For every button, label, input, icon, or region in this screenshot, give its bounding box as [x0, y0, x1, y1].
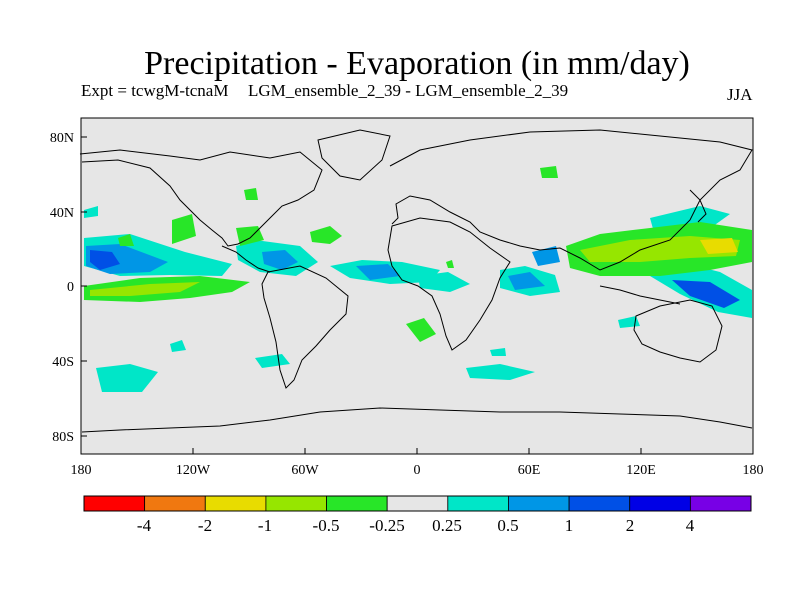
- coastline-south-america: [261, 265, 349, 389]
- contour-region: [446, 260, 454, 268]
- coastline-antarctica: [81, 407, 753, 433]
- colorbar-box: [326, 495, 388, 512]
- contour-region: [490, 348, 506, 356]
- coastline-central-america: [221, 245, 271, 273]
- lon-label-120e: 120E: [626, 463, 656, 478]
- contour-region: [262, 250, 298, 270]
- coastline-north-america: [79, 149, 323, 247]
- contour-region: [96, 364, 158, 392]
- coastline-africa: [387, 217, 511, 351]
- lat-label-40s: 40S: [52, 355, 74, 370]
- lon-label-0: 0: [414, 463, 421, 478]
- coastlines: [79, 129, 753, 433]
- colorbar-box: [568, 495, 631, 512]
- lat-label-40n: 40N: [50, 206, 74, 221]
- colorbar-label: -0.5: [313, 516, 340, 535]
- coastline-eurasia: [389, 129, 753, 271]
- colorbar-box: [386, 495, 449, 512]
- colorbar-label: 0.5: [497, 516, 518, 535]
- colorbar-box: [508, 495, 570, 512]
- contour-region: [672, 280, 740, 308]
- contour-region: [84, 206, 98, 218]
- contour-region: [508, 272, 545, 290]
- lon-label-180-right: 180: [743, 463, 764, 478]
- coastline-greenland: [317, 129, 391, 181]
- contour-region: [90, 282, 200, 296]
- ensemble-label: LGM_ensemble_2_39 - LGM_ensemble_2_39: [248, 81, 569, 100]
- colorbar-label: -4: [137, 516, 152, 535]
- contour-region: [700, 238, 738, 254]
- contour-region: [580, 236, 740, 262]
- coastline-japan: [689, 189, 707, 223]
- contour-region: [532, 246, 560, 266]
- lon-label-60w: 60W: [291, 463, 319, 478]
- colorbar-box: [447, 495, 509, 512]
- colorbar-label: -2: [198, 516, 212, 535]
- coastline-indonesia: [599, 285, 681, 305]
- plot-title: Precipitation - Evaporation (in mm/day): [144, 45, 690, 82]
- contour-region: [540, 166, 558, 178]
- contour-region: [466, 364, 535, 380]
- contour-region: [356, 264, 400, 280]
- season-label: JJA: [727, 85, 753, 104]
- colorbar-label: 1: [565, 516, 574, 535]
- lat-label-80n: 80N: [50, 131, 74, 146]
- contour-region: [310, 226, 342, 244]
- contour-region: [255, 354, 290, 368]
- lon-label-60e: 60E: [518, 463, 541, 478]
- coastline-australia: [633, 299, 723, 363]
- axis-ticks: [81, 136, 642, 454]
- colorbar-box: [144, 495, 206, 512]
- lat-label-80s: 80S: [52, 430, 74, 445]
- colorbar-box: [629, 495, 691, 512]
- contour-region: [118, 234, 134, 246]
- experiment-label: Expt = tcwgM-tcnaM: [81, 81, 229, 100]
- contour-region: [406, 318, 436, 342]
- colorbar-frame: [83, 495, 752, 512]
- colorbar-label: 2: [626, 516, 635, 535]
- contour-region: [418, 272, 470, 292]
- contour-region: [90, 250, 120, 270]
- colorbar-label: -1: [258, 516, 272, 535]
- colorbar-box: [265, 495, 327, 512]
- colorbar-label: 0.25: [432, 516, 462, 535]
- lon-label-180-left: 180: [71, 463, 92, 478]
- colorbar-label: 4: [686, 516, 695, 535]
- lat-label-0: 0: [67, 280, 74, 295]
- contour-region: [172, 214, 196, 244]
- contour-region: [170, 340, 186, 352]
- contour-fields: [84, 166, 752, 392]
- colorbar: [83, 495, 752, 512]
- colorbar-box: [83, 495, 146, 512]
- contour-region: [244, 188, 258, 200]
- colorbar-label: -0.25: [369, 516, 404, 535]
- colorbar-box: [204, 495, 267, 512]
- colorbar-box: [689, 495, 752, 512]
- lon-label-120w: 120W: [176, 463, 211, 478]
